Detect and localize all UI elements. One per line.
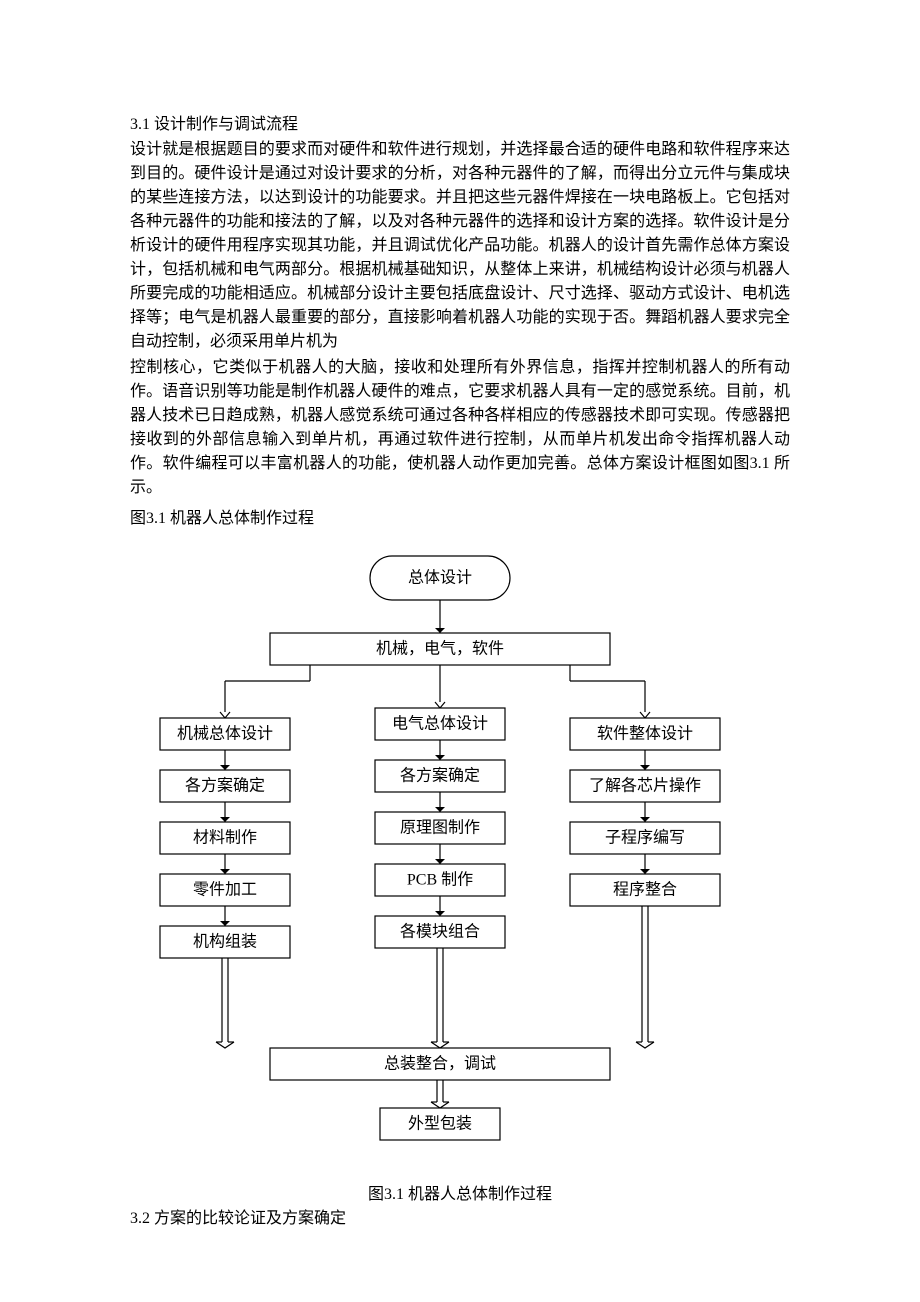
node-colB-4-label: 各模块组合: [400, 923, 480, 941]
node-colA-2-label: 材料制作: [193, 829, 257, 847]
node-colA-4-label: 机构组装: [193, 933, 257, 951]
paragraph-1: 设计就是根据题目的要求而对硬件和软件进行规划，并选择最合适的硬件电路和软件程序来…: [130, 138, 790, 354]
figure-caption: 图3.1 机器人总体制作过程: [130, 1180, 790, 1204]
section-3-2-heading: 3.2 方案的比较论证及方案确定: [130, 1204, 790, 1228]
node-colC-2-label: 子程序编写: [605, 829, 685, 847]
node-row2-label: 机械，电气，软件: [376, 640, 504, 658]
section-3-1-heading: 3.1 设计制作与调试流程: [130, 110, 790, 134]
node-colB-3-label: PCB 制作: [407, 871, 473, 889]
node-colC-0-label: 软件整体设计: [597, 725, 693, 743]
node-colA-0-label: 机械总体设计: [177, 725, 273, 743]
flowchart-figure: 总体设计机械，电气，软件机械总体设计各方案确定材料制作零件加工机构组装电气总体设…: [130, 548, 790, 1168]
node-colA-3-label: 零件加工: [193, 881, 257, 899]
node-final-label: 外型包装: [408, 1115, 472, 1133]
node-top-label: 总体设计: [408, 569, 472, 587]
document-page: 3.1 设计制作与调试流程 设计就是根据题目的要求而对硬件和软件进行规划，并选择…: [0, 0, 920, 1292]
flowchart-svg: 总体设计机械，电气，软件机械总体设计各方案确定材料制作零件加工机构组装电气总体设…: [130, 548, 750, 1168]
node-colC-3-label: 程序整合: [613, 881, 677, 899]
node-merge-label: 总装整合，调试: [384, 1055, 496, 1073]
node-colB-2-label: 原理图制作: [400, 819, 480, 837]
paragraph-2: 控制核心，它类似于机器人的大脑，接收和处理所有外界信息，指挥并控制机器人的所有动…: [130, 356, 790, 500]
node-colA-1-label: 各方案确定: [185, 777, 265, 795]
node-colC-1-label: 了解各芯片操作: [589, 777, 701, 795]
node-colB-0-label: 电气总体设计: [392, 715, 488, 733]
node-colB-1-label: 各方案确定: [400, 767, 480, 785]
figure-title-top: 图3.1 机器人总体制作过程: [130, 504, 790, 528]
